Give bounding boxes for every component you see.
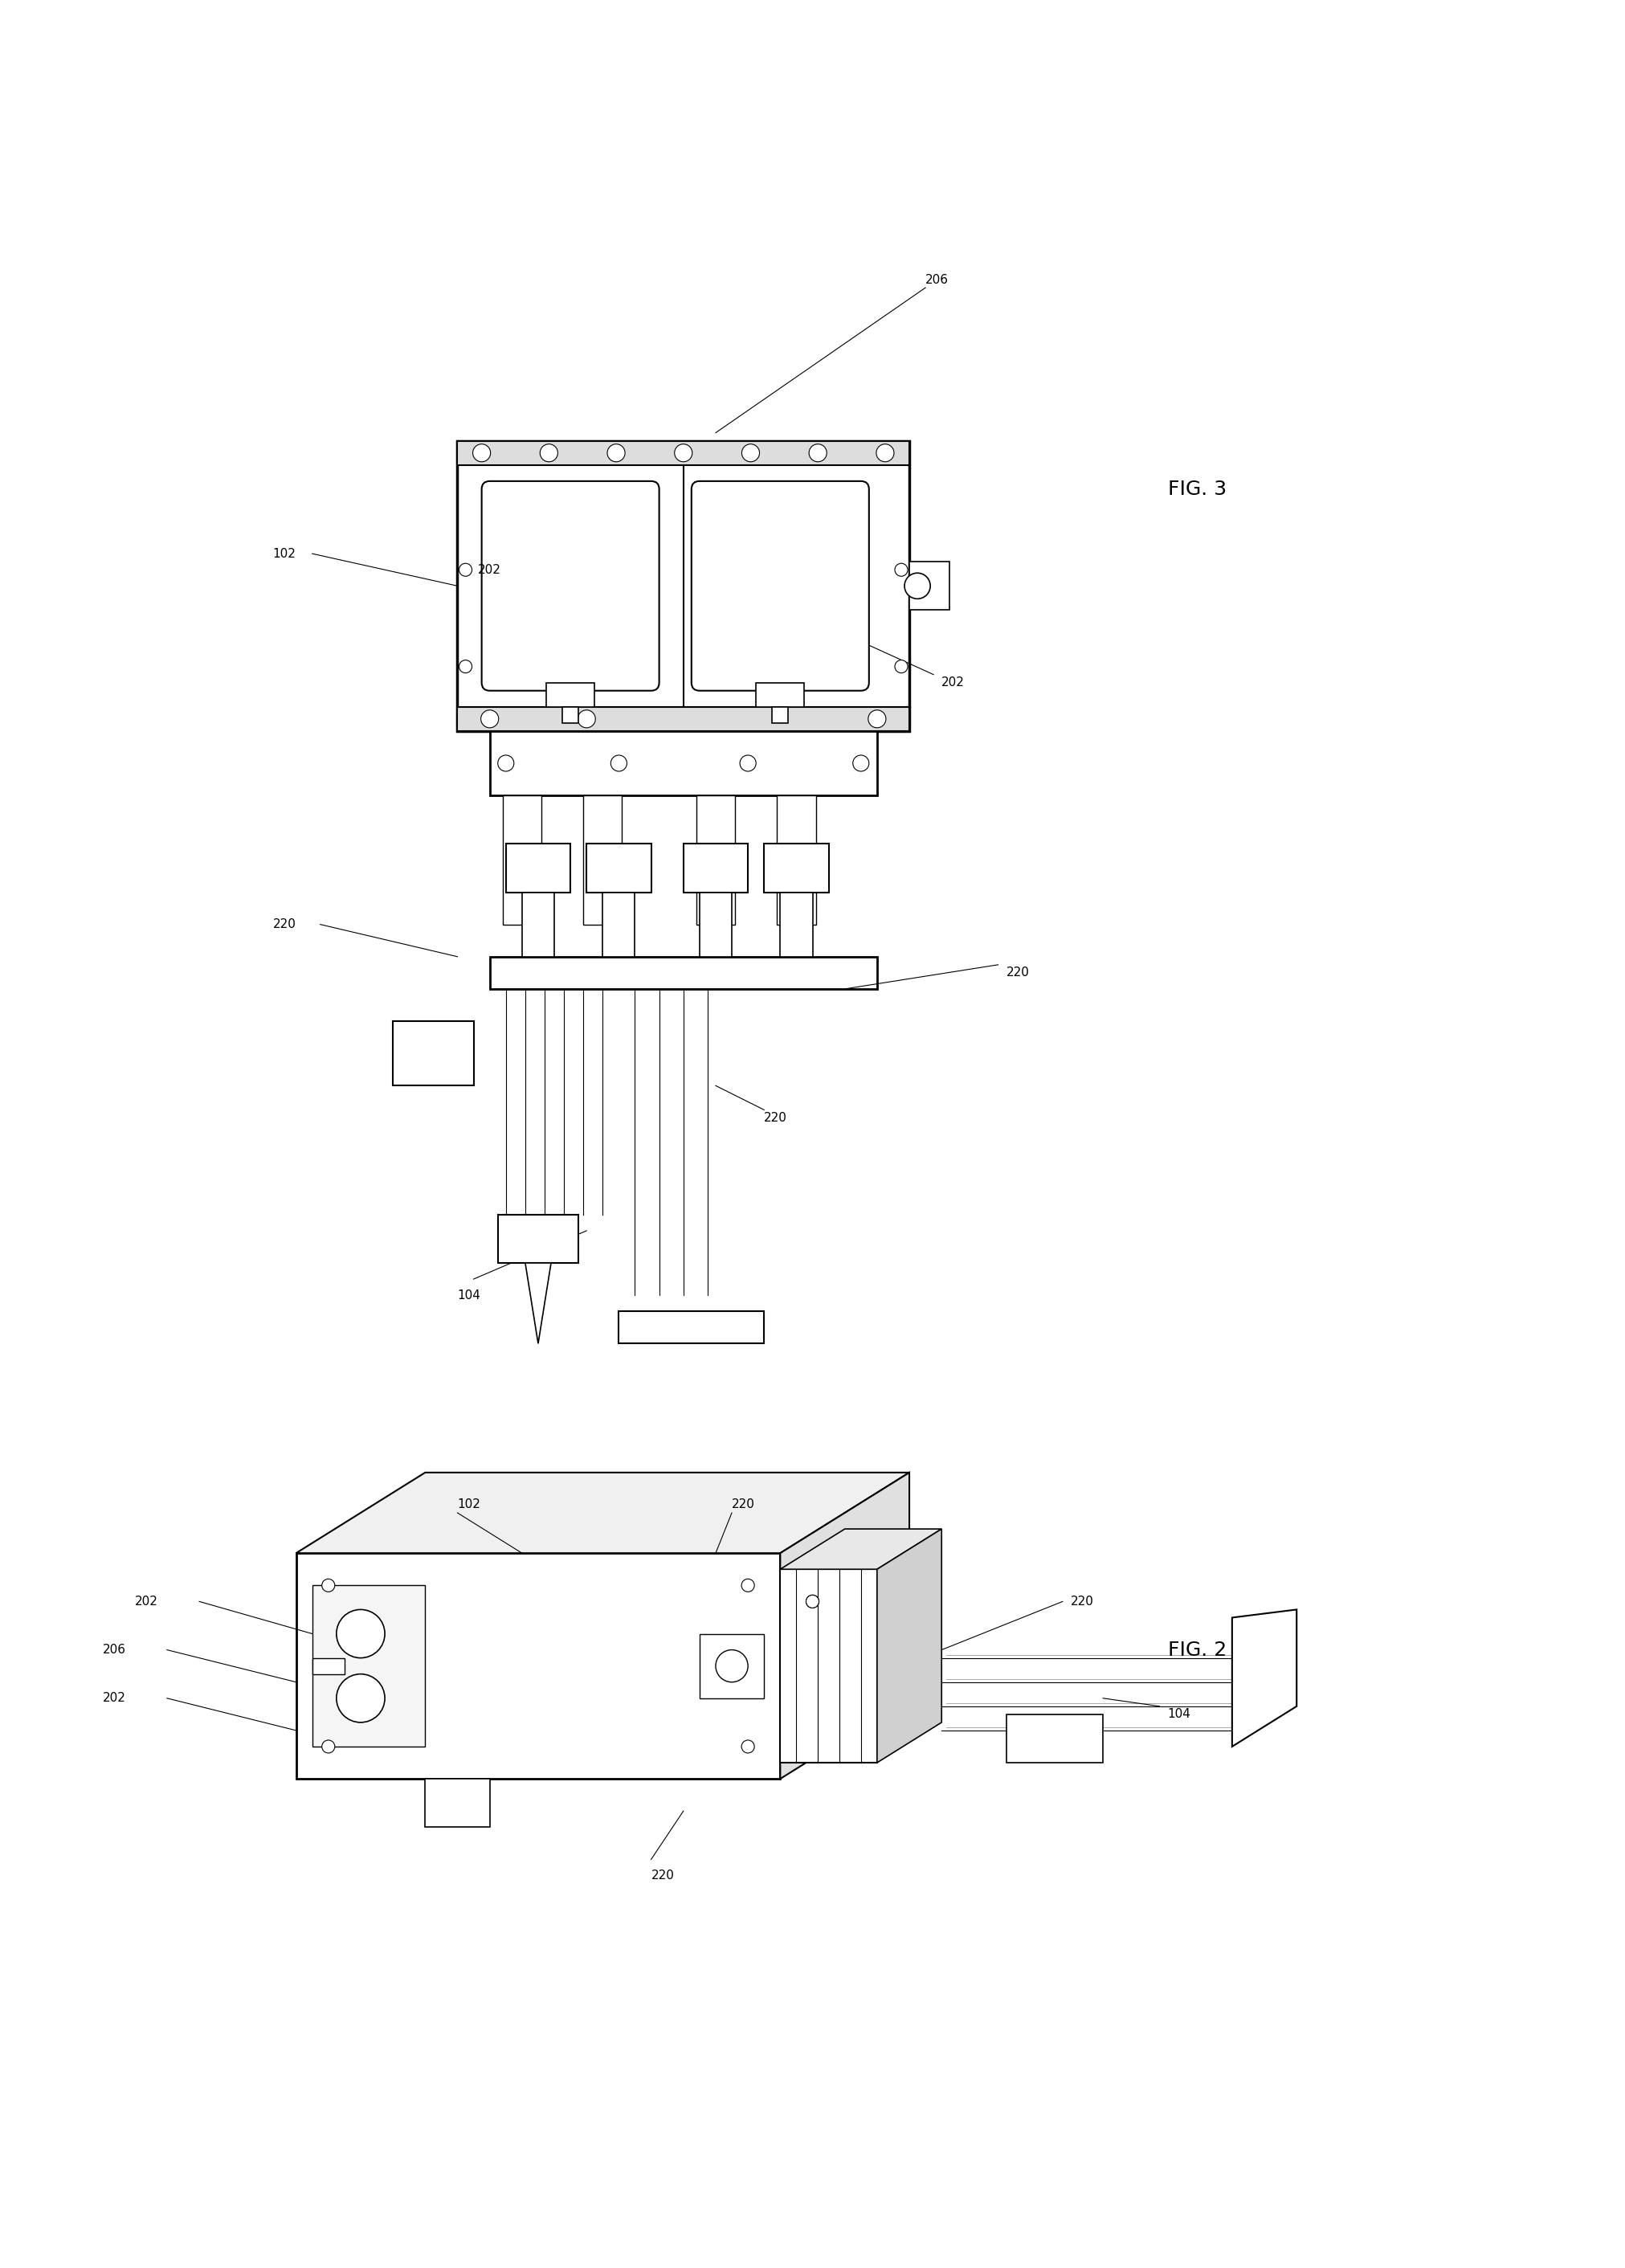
Bar [312,1658,344,1674]
Text: 104: 104 [458,1288,481,1302]
Circle shape [741,445,759,463]
Bar [780,891,812,957]
Polygon shape [780,1529,941,1569]
Text: 220: 220 [273,919,296,930]
Bar [393,1021,473,1086]
Circle shape [868,710,886,728]
Bar [780,1569,878,1762]
Circle shape [895,562,908,576]
Bar [910,562,949,610]
Polygon shape [780,1472,910,1778]
Text: 202: 202 [102,1692,125,1703]
Bar [546,683,595,708]
Bar [296,1554,780,1778]
Text: 202: 202 [478,565,502,576]
Bar [458,440,910,465]
Circle shape [674,445,692,463]
Circle shape [809,445,827,463]
Polygon shape [878,1529,941,1762]
Circle shape [608,445,626,463]
Circle shape [336,1610,385,1658]
Text: 202: 202 [135,1594,158,1608]
Text: 220: 220 [1071,1594,1094,1608]
Bar [777,796,816,925]
Bar [489,957,878,989]
Text: 102: 102 [458,1499,481,1510]
Text: 220: 220 [764,1111,786,1125]
Circle shape [481,710,499,728]
Circle shape [853,755,869,771]
Circle shape [895,660,908,674]
Text: 220: 220 [652,1869,674,1882]
Text: 102: 102 [273,547,296,560]
Circle shape [611,755,627,771]
Circle shape [806,1594,819,1608]
Bar [619,1311,764,1343]
Bar [764,844,829,891]
Bar [497,1216,578,1263]
Bar [505,844,570,891]
Bar [312,1585,426,1746]
Bar [603,891,635,957]
Text: 206: 206 [926,274,949,286]
Bar [699,891,731,957]
Bar [699,1633,764,1699]
FancyBboxPatch shape [481,481,660,692]
Circle shape [577,710,595,728]
Bar [489,730,878,796]
Bar [772,708,788,723]
Polygon shape [296,1472,910,1554]
Circle shape [876,445,894,463]
Text: 206: 206 [102,1644,125,1656]
Text: 104: 104 [1167,1708,1191,1721]
Bar [1006,1715,1103,1762]
Text: 220: 220 [1006,966,1029,980]
Polygon shape [525,1263,551,1343]
Circle shape [739,755,756,771]
Bar [426,1778,489,1828]
Circle shape [322,1579,335,1592]
Circle shape [905,574,929,599]
Circle shape [497,755,514,771]
FancyBboxPatch shape [692,481,869,692]
Circle shape [336,1674,385,1721]
Circle shape [322,1740,335,1753]
Bar [458,708,910,730]
Circle shape [715,1649,748,1683]
Circle shape [540,445,557,463]
Text: FIG. 3: FIG. 3 [1167,479,1227,499]
Polygon shape [1232,1610,1297,1746]
Circle shape [741,1740,754,1753]
Circle shape [473,445,491,463]
Bar [562,708,578,723]
Bar [583,796,622,925]
Bar [522,891,554,957]
Text: 220: 220 [731,1499,756,1510]
Bar [587,844,652,891]
Text: FIG. 2: FIG. 2 [1167,1640,1227,1660]
Circle shape [741,1579,754,1592]
Bar [502,796,541,925]
Bar [756,683,804,708]
Text: 202: 202 [941,676,965,689]
Bar [695,796,734,925]
Circle shape [460,562,471,576]
Circle shape [806,1594,819,1608]
Bar [684,844,748,891]
Bar [458,440,910,730]
Circle shape [460,660,471,674]
